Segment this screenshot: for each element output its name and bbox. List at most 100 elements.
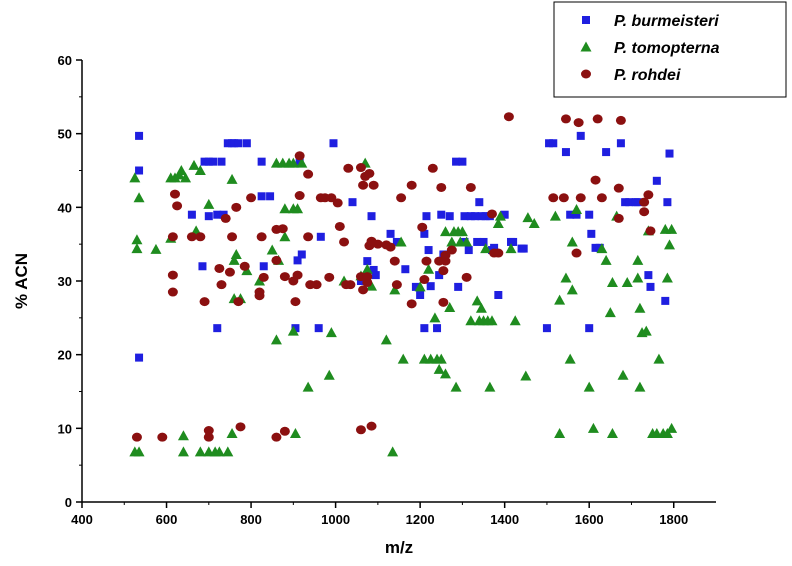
- x-tick-label: 400: [71, 512, 93, 527]
- data-point-circle: [279, 272, 290, 282]
- data-point-square: [371, 271, 380, 280]
- data-point-triangle: [444, 302, 456, 313]
- data-point-circle: [256, 232, 267, 242]
- data-point-circle: [131, 432, 142, 442]
- data-point-circle: [224, 267, 235, 277]
- data-point-circle: [324, 272, 335, 282]
- data-point-circle: [195, 232, 206, 242]
- data-point-triangle: [222, 446, 234, 457]
- data-point-square: [545, 139, 554, 148]
- data-point-triangle: [653, 353, 665, 364]
- data-point-circle: [427, 163, 438, 173]
- data-point-circle: [613, 213, 624, 223]
- data-point-circle: [311, 280, 322, 290]
- data-point-square: [471, 212, 480, 221]
- data-point-triangle: [230, 248, 242, 259]
- legend-marker-circle: [581, 69, 591, 79]
- data-point-circle: [362, 272, 373, 282]
- data-point-circle: [290, 297, 301, 307]
- data-point-circle: [271, 255, 282, 265]
- data-point-circle: [596, 193, 607, 203]
- data-point-square: [460, 212, 469, 221]
- data-point-square: [416, 290, 425, 299]
- data-point-square: [646, 282, 655, 291]
- data-point-circle: [254, 291, 265, 301]
- data-point-triangle: [480, 243, 492, 254]
- data-point-square: [591, 243, 600, 252]
- data-point-circle: [271, 432, 282, 442]
- data-point-square: [204, 212, 213, 221]
- y-tick-label: 20: [58, 348, 72, 363]
- y-tick-label: 40: [58, 200, 72, 215]
- data-point-circle: [558, 193, 569, 203]
- data-point-square: [424, 246, 433, 255]
- legend-label: P. tomopterna: [614, 40, 720, 57]
- data-point-triangle: [450, 381, 462, 392]
- series-circle: [131, 112, 656, 442]
- data-point-circle: [358, 285, 369, 295]
- data-point-circle: [575, 193, 586, 203]
- data-point-triangle: [634, 381, 646, 392]
- data-point-square: [433, 324, 442, 333]
- data-point-square: [293, 256, 302, 265]
- data-point-square: [259, 262, 268, 271]
- x-tick-label: 1000: [321, 512, 350, 527]
- data-point-square: [297, 250, 306, 259]
- data-point-triangle: [583, 381, 595, 392]
- data-point-circle: [493, 248, 504, 258]
- data-point-square: [392, 237, 401, 246]
- data-point-square: [494, 290, 503, 299]
- data-point-square: [135, 353, 144, 362]
- y-tick-label: 50: [58, 127, 72, 142]
- data-point-triangle: [439, 368, 451, 379]
- data-point-triangle: [522, 212, 534, 223]
- data-point-circle: [406, 180, 417, 190]
- data-point-circle: [417, 222, 428, 232]
- data-point-triangle: [302, 381, 314, 392]
- data-point-circle: [258, 272, 269, 282]
- data-point-triangle: [203, 198, 215, 209]
- data-point-circle: [366, 421, 377, 431]
- data-point-triangle: [606, 276, 618, 287]
- x-tick-label: 600: [156, 512, 178, 527]
- data-point-circle: [203, 432, 214, 442]
- legend-box: [553, 1, 787, 98]
- data-point-triangle: [279, 203, 291, 214]
- data-point-circle: [246, 193, 257, 203]
- data-point-square: [625, 198, 634, 207]
- data-point-triangle: [254, 275, 266, 286]
- data-point-circle: [339, 237, 350, 247]
- data-point-square: [329, 139, 338, 148]
- data-point-circle: [364, 168, 375, 178]
- y-axis-title: % ACN: [12, 253, 31, 309]
- data-point-square: [464, 246, 473, 255]
- data-point-circle: [465, 182, 476, 192]
- data-point-circle: [385, 242, 396, 252]
- data-point-square: [437, 210, 446, 219]
- data-point-square: [367, 212, 376, 221]
- data-point-circle: [613, 183, 624, 193]
- data-point-square: [213, 210, 222, 219]
- data-point-circle: [446, 245, 457, 255]
- data-point-circle: [167, 270, 178, 280]
- data-point-circle: [199, 297, 210, 307]
- data-point-square: [401, 265, 410, 274]
- data-point-square: [542, 324, 551, 333]
- data-point-triangle: [226, 427, 238, 438]
- data-point-square: [490, 243, 499, 252]
- data-point-square: [661, 296, 670, 305]
- data-point-circle: [303, 169, 314, 179]
- data-point-triangle: [528, 218, 540, 229]
- data-point-triangle: [287, 325, 299, 336]
- data-point-triangle: [446, 236, 458, 247]
- data-point-circle: [590, 175, 601, 185]
- data-point-square: [621, 198, 630, 207]
- data-point-triangle: [133, 192, 145, 203]
- data-point-circle: [167, 232, 178, 242]
- data-point-triangle: [486, 315, 498, 326]
- data-point-triangle: [226, 173, 238, 184]
- data-point-square: [561, 148, 570, 157]
- data-point-square: [242, 139, 251, 148]
- data-point-triangle: [492, 218, 504, 229]
- data-point-triangle: [414, 281, 426, 292]
